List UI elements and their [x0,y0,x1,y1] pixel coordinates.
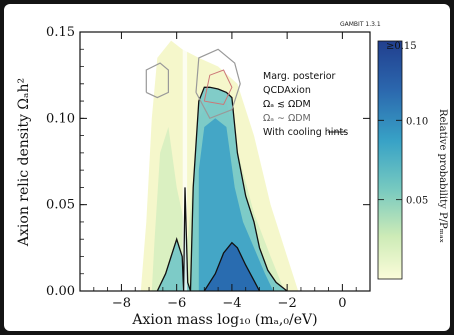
y-tick-label: 0.15 [46,25,75,40]
density-band-peak [204,242,260,291]
colorbar-top-label: ≥0.15 [386,41,417,52]
x-tick-label: −6 [167,296,186,311]
gambit-watermark: GAMBIT 1.3.1 [340,21,381,28]
chart-frame: −8 −6 −4 −2 0 0.00 0.05 0.10 0.15 Marg. posterio… [4,4,450,331]
x-tick-label: 0 [338,296,346,311]
colorbar-title: Relative probability P/Pₘₐₓ [437,109,448,243]
legend: Marg. posterior QCDAxion Ωₐ ≲ ΩDM Ωₐ ∼ Ω… [263,71,348,138]
colorbar [377,40,403,280]
colorbar-tick-label: 0.10 [406,116,428,127]
axis-ticks: −8 −6 −4 −2 0 0.00 0.05 0.10 0.15 [46,25,371,311]
cooling-contour-right [195,48,241,120]
contour-layer [145,48,288,291]
y-tick-label: 0.00 [46,284,75,299]
y-tick-label: 0.05 [46,198,75,213]
density-band-deep [198,118,274,291]
x-tick-label: −4 [222,296,241,311]
plot-border [79,31,371,292]
x-tick-label: −8 [112,296,131,311]
chart-svg: −8 −6 −4 −2 0 0.00 0.05 0.10 0.15 Marg. posterio… [16,21,448,328]
cooling-contour-left [145,62,169,99]
x-tick-label: −2 [278,296,297,311]
density-gap [182,32,188,291]
outer-contour-line [156,86,288,291]
dm-contour [203,69,233,106]
legend-entry-4: With cooling hints [263,127,348,138]
y-tick-label: 0.10 [46,111,75,126]
inner-contour-line [203,241,261,291]
y-axis-title: Axion relic density Ωₐh² [16,78,32,247]
colorbar-tick-label: 0.05 [406,196,428,207]
legend-entry-0: Marg. posterior [263,71,336,82]
legend-entry-1: QCDAxion [263,85,311,96]
colorbar-ticks: 0.05 0.10 [378,116,428,207]
density-map [140,32,299,291]
legend-entry-3: Ωₐ ∼ ΩDM [263,113,311,124]
legend-entry-2: Ωₐ ≲ ΩDM [263,99,311,110]
x-axis-title: Axion mass log₁₀ (mₐ,₀/eV) [131,312,317,328]
